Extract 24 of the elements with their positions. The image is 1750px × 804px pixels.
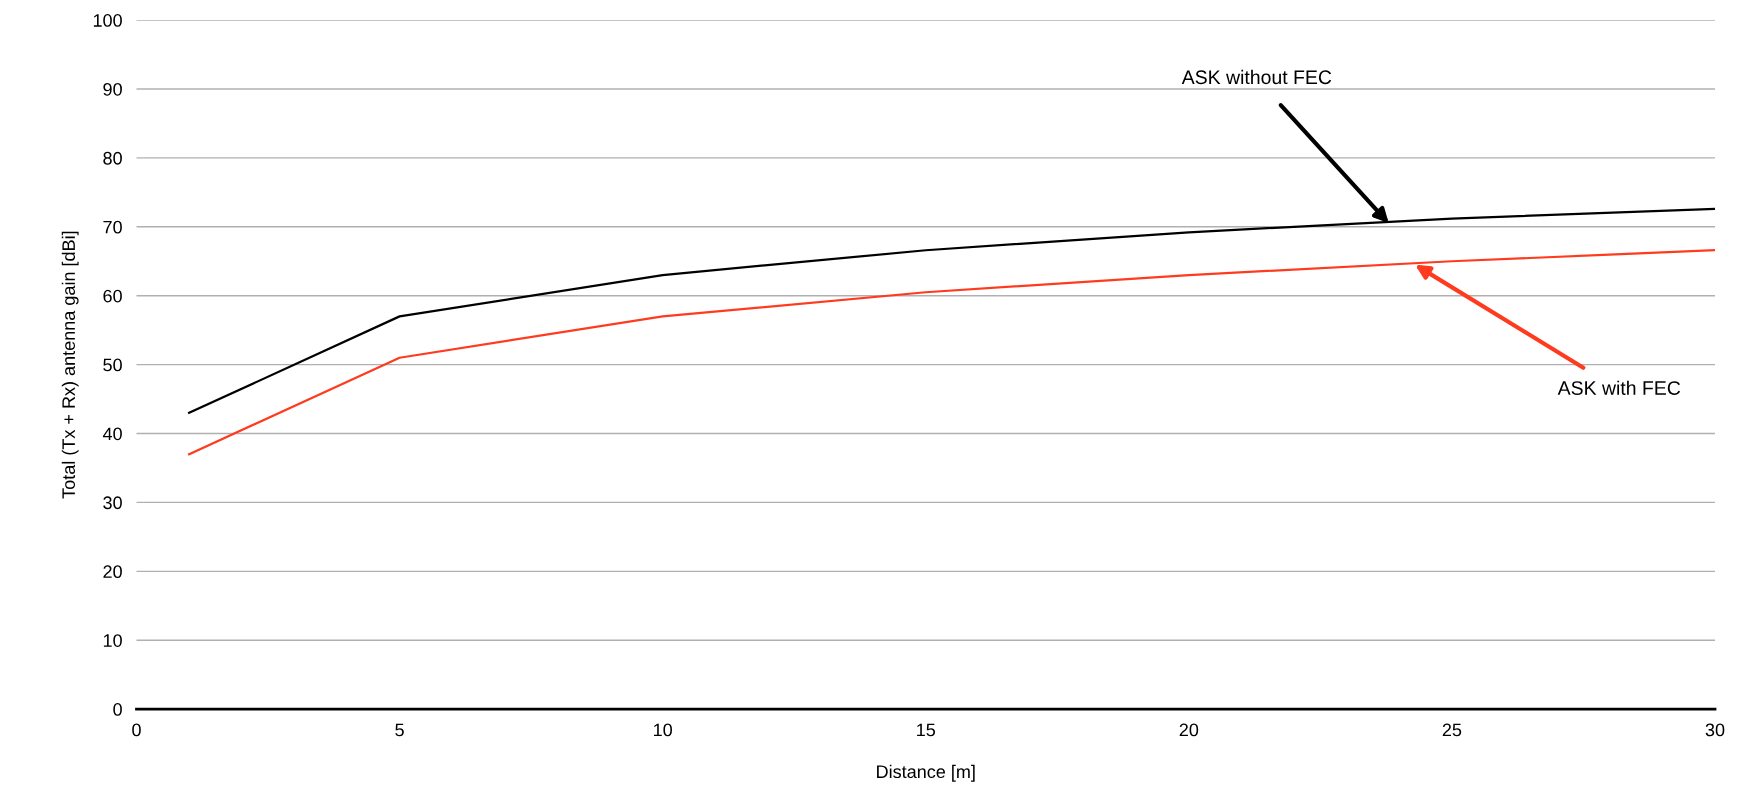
line-series <box>188 249 1715 456</box>
y-tick-label: 0 <box>113 703 122 716</box>
x-tick-label: 15 <box>917 723 936 737</box>
x-tick-label: 20 <box>1179 723 1199 737</box>
x-tick-label: 5 <box>395 723 404 737</box>
y-tick-label: 100 <box>93 14 122 27</box>
y-tick-label: 70 <box>103 220 122 234</box>
x-tick-label: 30 <box>1705 723 1725 737</box>
y-tick-label: 60 <box>103 289 122 303</box>
y-tick-label: 50 <box>103 358 122 372</box>
y-tick-label: 20 <box>103 565 122 579</box>
x-tick-label: 10 <box>654 723 672 737</box>
y-tick-label: 30 <box>103 496 122 510</box>
x-axis-title: Distance [m] <box>877 764 975 782</box>
x-tick-label: 0 <box>132 723 141 737</box>
x-tick-label: 25 <box>1442 723 1462 737</box>
annotation: ASK without FEC <box>1181 69 1332 85</box>
y-tick-label: 40 <box>102 427 122 441</box>
line-series <box>188 207 1715 414</box>
y-axis-title: Total (Tx + Rx) antenna gain [dBi] <box>61 231 79 499</box>
y-tick-label: 80 <box>103 151 122 165</box>
y-tick-label: 90 <box>103 82 122 96</box>
annotation: ASK with FEC <box>1557 380 1681 395</box>
y-tick-label: 10 <box>103 634 122 647</box>
